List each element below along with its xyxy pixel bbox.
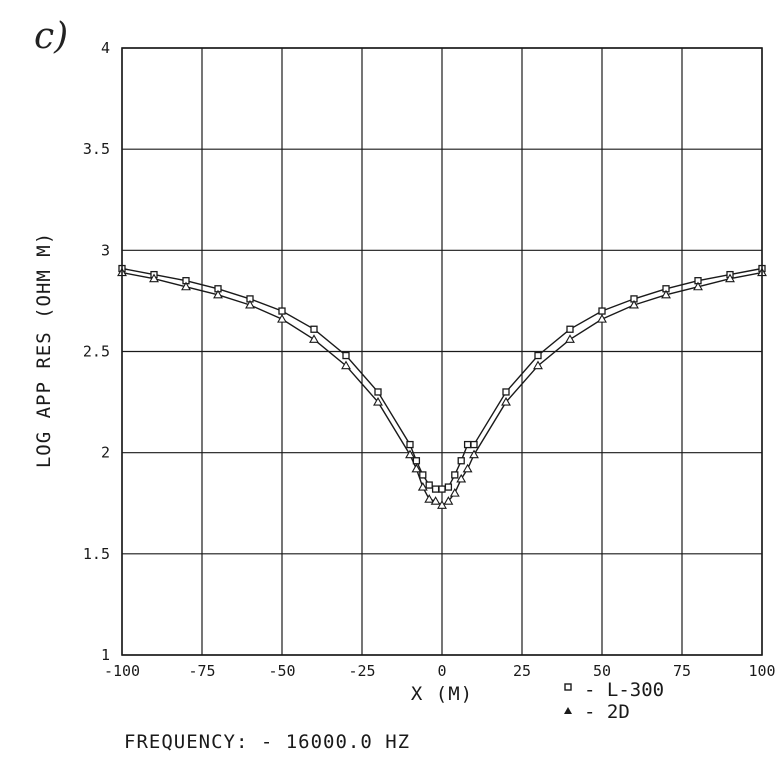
y-tick-label: 2 <box>101 444 110 462</box>
y-tick-label: 1 <box>101 646 110 664</box>
x-tick-label: -100 <box>104 662 140 680</box>
x-axis-label: X (M) <box>411 683 473 705</box>
data-point-l300 <box>502 388 510 396</box>
data-point-l300 <box>406 440 414 449</box>
legend-marker-square <box>564 683 572 691</box>
data-point-2d <box>501 396 511 406</box>
y-axis-label: LOG APP RES (OHM M) <box>33 232 55 468</box>
x-tick-label: -75 <box>188 662 215 680</box>
data-point-2d <box>443 496 454 505</box>
y-tick-labels: 1 1.5 2 2.5 3 3.5 4 <box>83 39 110 664</box>
data-point-2d <box>462 463 473 473</box>
data-point-2d <box>661 289 671 299</box>
x-tick-label: -25 <box>348 662 375 680</box>
series-markers <box>117 264 767 509</box>
data-point-l300 <box>431 485 440 493</box>
data-point-2d <box>309 334 319 343</box>
data-point-2d <box>181 281 191 291</box>
frequency-caption: FREQUENCY: - 16000.0 HZ <box>124 731 410 753</box>
data-point-l300 <box>534 351 542 360</box>
data-point-2d <box>405 449 415 459</box>
data-point-l300 <box>425 481 433 489</box>
data-point-2d <box>449 488 460 497</box>
x-tick-label: -50 <box>268 662 295 680</box>
data-point-2d <box>629 299 639 309</box>
data-point-l300 <box>451 471 459 479</box>
x-tick-label: 50 <box>593 662 611 680</box>
data-point-2d <box>411 463 422 473</box>
data-point-2d <box>277 314 287 323</box>
data-point-2d <box>373 396 383 406</box>
grid <box>121 47 763 656</box>
data-point-2d <box>469 449 479 459</box>
data-point-l300 <box>374 388 382 396</box>
legend-label-l300: L-300 <box>607 679 664 701</box>
data-point-2d <box>693 281 703 291</box>
data-point-l300 <box>419 471 427 479</box>
data-point-2d <box>430 496 441 505</box>
data-point-l300 <box>598 307 606 315</box>
x-tick-labels: -100 -75 -50 -25 0 25 50 75 100 <box>104 662 776 680</box>
data-point-l300 <box>470 440 478 449</box>
data-point-2d <box>565 334 575 343</box>
y-tick-label: 3 <box>101 241 110 259</box>
y-tick-label: 4 <box>101 39 110 57</box>
data-point-l300 <box>278 307 286 315</box>
data-point-2d <box>456 473 467 483</box>
data-point-l300 <box>412 457 421 465</box>
legend-item-l300: - L-300 <box>584 679 664 701</box>
data-point-2d <box>213 289 223 299</box>
legend-item-2d: - 2D <box>584 701 630 723</box>
data-point-2d <box>245 299 255 309</box>
data-point-l300 <box>566 325 574 333</box>
data-point-l300 <box>457 457 465 465</box>
x-tick-label: 0 <box>437 662 446 680</box>
data-point-l300 <box>342 351 350 360</box>
data-point-2d <box>341 360 351 370</box>
legend-marker-triangle <box>564 707 572 714</box>
legend: - L-300 - 2D <box>564 679 664 723</box>
x-tick-label: 75 <box>673 662 691 680</box>
data-point-2d <box>533 360 543 370</box>
data-point-l300 <box>310 325 318 333</box>
y-tick-label: 2.5 <box>83 343 110 361</box>
y-tick-label: 1.5 <box>83 545 110 563</box>
panel-label: c) <box>34 16 68 57</box>
data-point-l300 <box>463 440 472 449</box>
plot-frame <box>121 47 763 656</box>
x-tick-label: 100 <box>748 662 775 680</box>
legend-label-2d: 2D <box>607 701 630 723</box>
y-tick-label: 3.5 <box>83 140 110 158</box>
data-point-2d <box>725 273 735 283</box>
data-point-l300 <box>444 483 453 491</box>
data-point-2d <box>424 494 435 503</box>
x-tick-label: 25 <box>513 662 531 680</box>
data-point-2d <box>149 273 159 283</box>
data-point-2d <box>417 481 428 491</box>
data-point-2d <box>597 314 607 323</box>
data-point-l300 <box>438 485 446 493</box>
